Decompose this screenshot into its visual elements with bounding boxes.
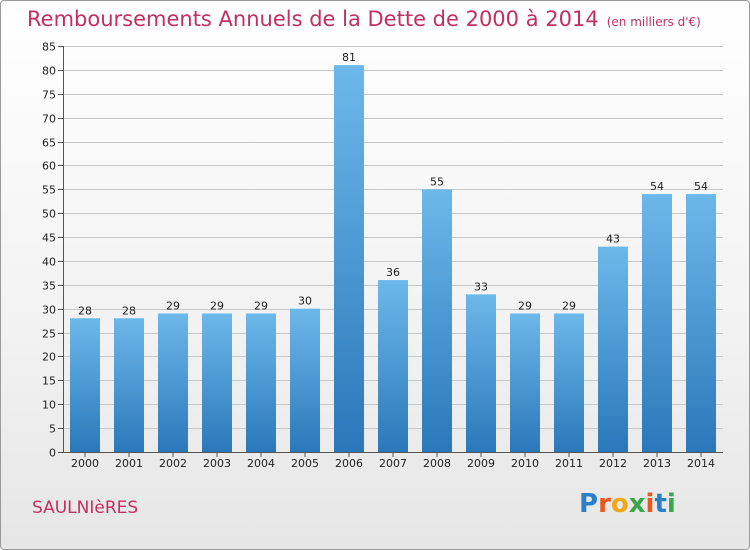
x-tick-label: 2012 <box>599 457 627 470</box>
bar-2008 <box>422 189 452 452</box>
data-label: 36 <box>386 266 400 279</box>
y-tick-label: 0 <box>49 447 56 460</box>
logo-letter: x <box>628 489 646 519</box>
x-tick-label: 2005 <box>291 457 319 470</box>
town-name: SAULNIèRES <box>32 498 139 518</box>
x-tick-label: 2010 <box>511 457 539 470</box>
data-label: 33 <box>474 280 488 293</box>
bar-2007 <box>378 280 408 452</box>
y-tick-label: 5 <box>49 423 56 436</box>
chart-title: Remboursements Annuels de la Dette de 20… <box>27 7 701 31</box>
x-tick-label: 2003 <box>203 457 231 470</box>
y-tick-label: 60 <box>42 160 56 173</box>
proxiti-logo[interactable]: Proxiti <box>579 489 676 519</box>
data-label: 29 <box>210 299 224 312</box>
bar-2011 <box>554 313 584 452</box>
y-tick-label: 20 <box>42 351 56 364</box>
logo-letter: i <box>666 489 676 519</box>
x-tick-label: 2011 <box>555 457 583 470</box>
data-label: 29 <box>254 299 268 312</box>
data-label: 54 <box>650 180 664 193</box>
y-tick-label: 75 <box>42 89 56 102</box>
bar-2003 <box>202 313 232 452</box>
y-tick-label: 65 <box>42 137 56 150</box>
x-tick-label: 2000 <box>71 457 99 470</box>
data-labels: 28 28 29 29 29 30 81 36 55 33 29 29 43 54 54 <box>78 51 708 317</box>
bar-2013 <box>642 194 672 452</box>
x-tick-label: 2001 <box>115 457 143 470</box>
x-tick-label: 2009 <box>467 457 495 470</box>
y-tick-label: 85 <box>42 41 56 54</box>
logo-letter: t <box>654 489 667 519</box>
data-label: 54 <box>694 180 708 193</box>
logo-letter: r <box>598 489 611 519</box>
x-tick-label: 2007 <box>379 457 407 470</box>
logo-letter: P <box>579 489 599 519</box>
logo-letter: o <box>610 489 629 519</box>
y-tick-label: 50 <box>42 208 56 221</box>
y-tick-label: 70 <box>42 113 56 126</box>
data-label: 28 <box>78 304 92 317</box>
x-tick-label: 2013 <box>643 457 671 470</box>
data-label: 43 <box>606 233 620 246</box>
y-tick-label: 10 <box>42 399 56 412</box>
bar-2014 <box>686 194 716 452</box>
y-tick-label: 80 <box>42 65 56 78</box>
bars <box>70 65 716 452</box>
x-tick-label: 2014 <box>687 457 715 470</box>
bar-2009 <box>466 294 496 452</box>
y-tick-label: 55 <box>42 184 56 197</box>
bar-2006 <box>334 65 364 452</box>
data-label: 29 <box>562 299 576 312</box>
bar-2010 <box>510 313 540 452</box>
bar-2005 <box>290 308 320 452</box>
bar-2012 <box>598 246 628 452</box>
x-tick-label: 2006 <box>335 457 363 470</box>
bar-2001 <box>114 318 144 452</box>
x-tick-label: 2008 <box>423 457 451 470</box>
data-label: 55 <box>430 175 444 188</box>
y-tick-label: 40 <box>42 256 56 269</box>
data-label: 29 <box>518 299 532 312</box>
logo-letter: i <box>645 489 655 519</box>
data-label: 81 <box>342 51 356 64</box>
bar-2004 <box>246 313 276 452</box>
y-tick-label: 35 <box>42 280 56 293</box>
axes: 0 5 10 15 20 25 30 35 40 45 50 55 60 65 70 75 80 85 2000 20… <box>42 41 723 470</box>
y-tick-label: 45 <box>42 232 56 245</box>
bar-2002 <box>158 313 188 452</box>
data-label: 30 <box>298 295 312 308</box>
y-tick-label: 25 <box>42 328 56 341</box>
x-tick-label: 2004 <box>247 457 275 470</box>
data-label: 28 <box>122 304 136 317</box>
chart-subtitle: (en milliers d'€) <box>606 15 701 29</box>
y-tick-label: 30 <box>42 304 56 317</box>
x-tick-label: 2002 <box>159 457 187 470</box>
data-label: 29 <box>166 299 180 312</box>
chart-title-text: Remboursements Annuels de la Dette de 20… <box>27 7 599 31</box>
bar-2000 <box>70 318 100 452</box>
y-tick-label: 15 <box>42 375 56 388</box>
